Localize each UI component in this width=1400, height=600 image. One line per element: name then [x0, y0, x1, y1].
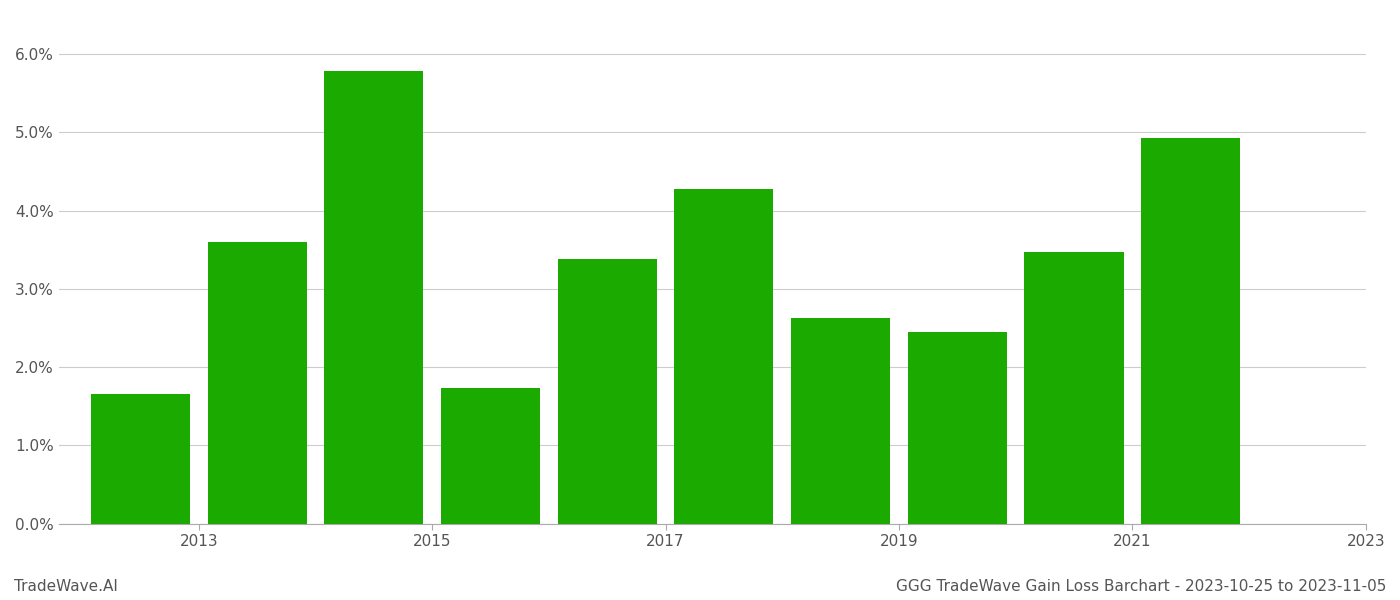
Text: TradeWave.AI: TradeWave.AI	[14, 579, 118, 594]
Bar	[1025, 252, 1124, 524]
Bar	[325, 71, 423, 524]
Bar	[207, 242, 307, 524]
Bar	[791, 318, 890, 524]
Bar	[907, 332, 1007, 524]
Text: GGG TradeWave Gain Loss Barchart - 2023-10-25 to 2023-11-05: GGG TradeWave Gain Loss Barchart - 2023-…	[896, 579, 1386, 594]
Bar	[675, 190, 773, 524]
Bar	[91, 394, 190, 524]
Bar	[1141, 138, 1240, 524]
Bar	[441, 388, 540, 524]
Bar	[557, 259, 657, 524]
